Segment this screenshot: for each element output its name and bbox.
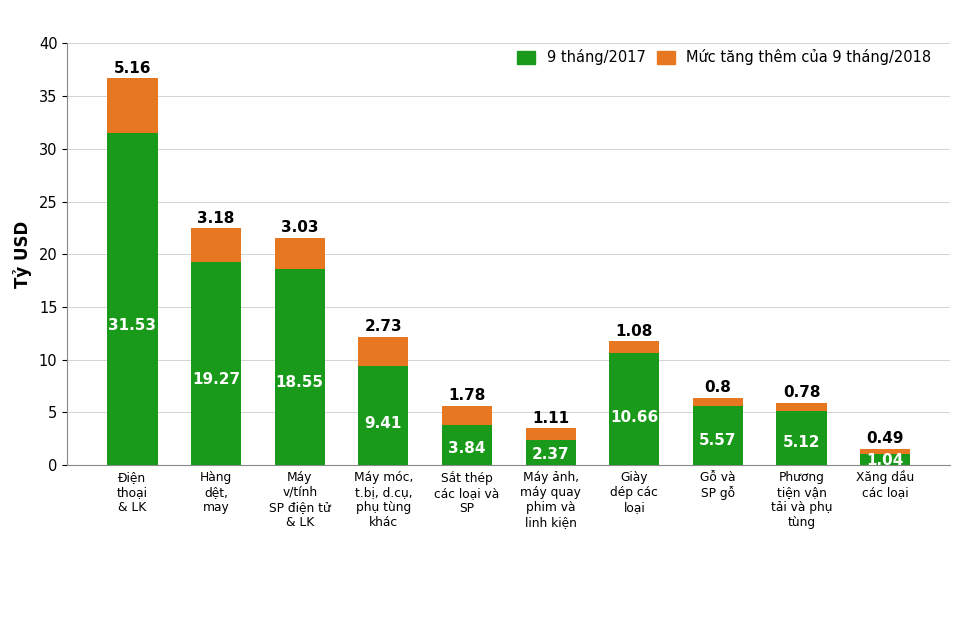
Text: 31.53: 31.53 — [108, 318, 156, 333]
Text: 1.04: 1.04 — [867, 453, 904, 468]
Bar — [358, 337, 408, 366]
Text: 10.66: 10.66 — [611, 410, 659, 425]
Text: 5.16: 5.16 — [113, 61, 151, 76]
Text: 3.03: 3.03 — [281, 220, 319, 235]
Bar — [275, 237, 324, 270]
Bar — [108, 78, 157, 133]
Bar — [610, 353, 660, 465]
Text: 2.73: 2.73 — [365, 319, 402, 334]
Text: 0.78: 0.78 — [782, 385, 820, 400]
Text: 3.84: 3.84 — [448, 440, 486, 456]
Legend: 9 tháng/2017, Mức tăng thêm của 9 tháng/2018: 9 tháng/2017, Mức tăng thêm của 9 tháng/… — [515, 46, 934, 68]
Y-axis label: Tỷ USD: Tỷ USD — [12, 221, 32, 288]
Text: 0.8: 0.8 — [705, 380, 732, 395]
Bar — [191, 228, 241, 262]
Text: 3.18: 3.18 — [198, 211, 235, 226]
Bar — [442, 425, 492, 465]
Bar — [693, 406, 743, 465]
Bar — [610, 341, 660, 353]
Text: 1.11: 1.11 — [532, 410, 569, 426]
Bar — [442, 405, 492, 425]
Text: 5.57: 5.57 — [699, 433, 736, 448]
Text: 0.49: 0.49 — [867, 432, 904, 446]
Text: 1.08: 1.08 — [615, 324, 653, 339]
Bar — [525, 440, 576, 465]
Bar — [860, 454, 910, 465]
Bar — [358, 366, 408, 465]
Text: 5.12: 5.12 — [782, 435, 820, 450]
Bar — [275, 270, 324, 465]
Text: 18.55: 18.55 — [276, 375, 324, 391]
Text: 2.37: 2.37 — [532, 447, 569, 462]
Text: 1.78: 1.78 — [448, 388, 486, 403]
Bar — [693, 398, 743, 406]
Text: 19.27: 19.27 — [192, 372, 240, 388]
Text: 9.41: 9.41 — [365, 416, 402, 431]
Bar — [777, 403, 827, 411]
Bar — [108, 133, 157, 465]
Bar — [525, 428, 576, 440]
Bar — [860, 449, 910, 454]
Bar — [777, 411, 827, 465]
Bar — [191, 262, 241, 465]
